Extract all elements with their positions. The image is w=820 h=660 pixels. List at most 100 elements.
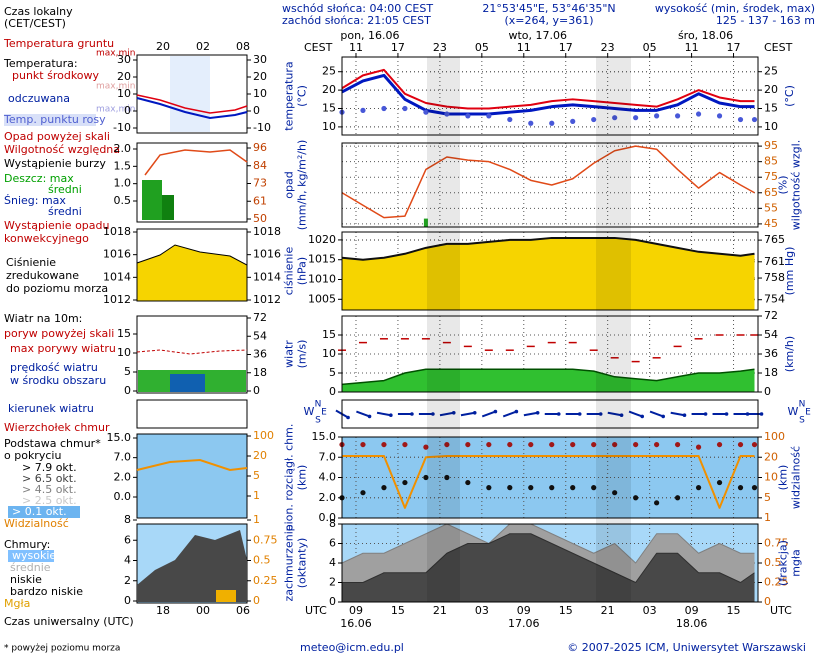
height-title: wysokość (min, środek, max)	[655, 2, 815, 15]
x-tick-label: 11	[349, 41, 363, 54]
grid-coords: (x=264, y=361)	[504, 14, 593, 27]
x-tick-label: 21	[433, 604, 447, 617]
dot	[737, 485, 744, 491]
y-tick-label: 25	[322, 65, 336, 78]
dot	[381, 485, 387, 491]
height-values: 125 - 137 - 163 m	[716, 14, 815, 27]
axis-title: temperatura	[283, 61, 296, 130]
mini-tick-label: 2.0	[114, 470, 132, 483]
mini-tick-label: 0.5	[114, 194, 132, 207]
y-tick-label: 0.5	[764, 556, 782, 569]
legend-label: Czas uniwersalny (UTC)	[4, 615, 134, 628]
y-tick-label: 2	[329, 576, 336, 589]
mini-tick-label: 8	[124, 513, 131, 526]
y-tick-label: 45	[764, 217, 778, 230]
compass: E	[321, 408, 327, 418]
arrow-head	[598, 412, 603, 416]
mini-tick-label: 1	[253, 489, 260, 502]
legend-label: Temp. punktu rosy	[3, 113, 106, 126]
legend-swatch	[8, 550, 54, 562]
dot	[570, 441, 576, 448]
arrow-shaft	[460, 411, 475, 417]
plot-frame	[341, 523, 759, 603]
dot	[528, 441, 534, 448]
arrow-head	[431, 412, 435, 416]
mini-panels	[136, 54, 248, 604]
arrow-head	[661, 414, 665, 419]
dot	[423, 444, 429, 450]
plot-frame	[341, 56, 759, 136]
utc-label: UTC	[305, 604, 327, 617]
arrow-head	[451, 410, 456, 415]
y-tick-label: 7.0	[319, 450, 337, 463]
y-tick-label: 65	[764, 186, 778, 199]
arrow-shaft	[439, 411, 454, 417]
y-tick-label: 20	[764, 83, 778, 96]
mini-dir	[136, 399, 248, 429]
compass: S	[315, 416, 321, 426]
utc-label: UTC	[770, 604, 792, 617]
mini-tick-label: 1012	[253, 293, 281, 306]
dot	[402, 441, 408, 448]
dot	[528, 120, 534, 126]
mini-tick-label: 6	[124, 533, 131, 546]
mini-tick-label: 0.25	[253, 574, 278, 587]
night-band	[596, 57, 631, 602]
wind-arrow	[607, 411, 624, 418]
y-tick-label: 1015	[308, 253, 336, 266]
mini-tick-label: 5	[253, 469, 260, 482]
legend-swatch	[4, 114, 96, 126]
x-tick-label: 17	[727, 41, 741, 54]
mini-tick-label: 54	[253, 329, 267, 342]
wind-arrow	[502, 409, 519, 418]
y-tick-label: 761	[764, 255, 785, 268]
mini-tick-label: 84	[253, 159, 267, 172]
y-tick-label: 6	[329, 537, 336, 550]
dot	[507, 441, 513, 448]
legend-label: Chmury:	[4, 538, 50, 551]
wind-arrow	[418, 412, 435, 416]
mini-time-tick: 00	[196, 604, 210, 617]
x-tick-label: 17	[391, 41, 405, 54]
legend-label: Wiatr na 10m:	[4, 312, 82, 325]
arrow-shaft	[670, 411, 685, 417]
wind-arrow	[523, 410, 540, 417]
dot	[654, 500, 660, 506]
y-tick-label: 10	[764, 471, 778, 484]
y-tick-label: 25	[764, 65, 778, 78]
copyright: © 2007-2025 ICM, Uniwersytet Warszawski	[567, 641, 806, 654]
legend-label: max porywy wiatru	[10, 342, 116, 355]
legend-label: max,min	[96, 49, 135, 59]
arrow-head	[346, 415, 350, 420]
cest-label: CEST	[764, 41, 793, 54]
x-tick-label: 15	[559, 604, 573, 617]
arrow-head	[619, 413, 624, 418]
axis-title: (mm/h, kg/m²/h)	[296, 140, 309, 231]
y-tick-label: 75	[764, 170, 778, 183]
y-tick-label: 10	[322, 120, 336, 133]
axis-title: ciśnienie	[283, 247, 296, 296]
dot	[674, 113, 681, 119]
mini-tick-label: 0	[124, 594, 131, 607]
y-tick-label: 1020	[308, 233, 336, 246]
plot-frame	[341, 436, 759, 519]
x-tick-label: 03	[475, 604, 489, 617]
x-tick-label: 09	[517, 604, 531, 617]
mini-tick-label: 61	[253, 194, 267, 207]
y-tick-label: 0.25	[764, 576, 789, 589]
mini-temp-line	[136, 97, 248, 120]
mini-hum	[144, 149, 248, 176]
mini-time-tick: 08	[236, 40, 250, 53]
line	[342, 533, 755, 583]
arrow-head	[682, 413, 687, 418]
x-tick-label: 05	[475, 41, 489, 54]
arrow-shaft	[628, 410, 643, 418]
y-tick-label: 20	[764, 450, 778, 463]
axis-title: (km)	[296, 465, 309, 491]
legend-label: o pokryciu	[4, 449, 61, 462]
mini-tick-label: 5	[124, 365, 131, 378]
mini-tick-label: 0	[253, 594, 260, 607]
y-tick-label: 15	[764, 102, 778, 115]
dot	[381, 105, 387, 112]
legend-label: zredukowane	[6, 269, 79, 282]
